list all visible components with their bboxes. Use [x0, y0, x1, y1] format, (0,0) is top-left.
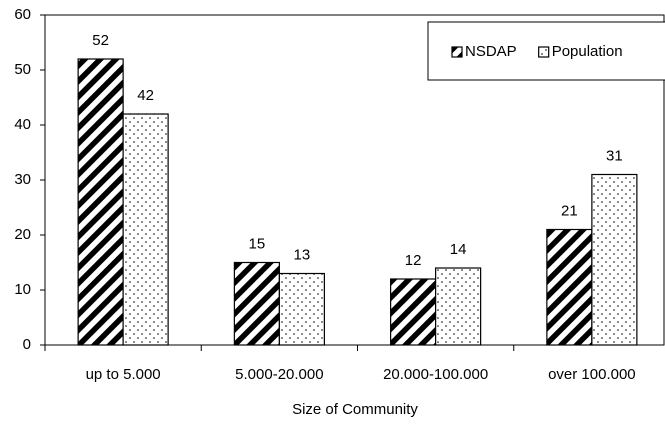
data-label: 31 — [606, 147, 623, 164]
y-tick-label: 30 — [14, 171, 31, 188]
y-tick-label: 10 — [14, 281, 31, 298]
x-tick-label: up to 5.000 — [86, 366, 161, 383]
bar — [122, 113, 169, 346]
bar — [435, 267, 482, 346]
x-axis-label: Size of Community — [292, 401, 418, 418]
bar — [591, 173, 638, 346]
legend-label: NSDAP — [465, 43, 517, 60]
y-tick-label: 50 — [14, 61, 31, 78]
bar — [233, 261, 280, 346]
legend-label: Population — [552, 43, 623, 60]
y-tick-label: 60 — [14, 6, 31, 23]
y-tick-label: 0 — [23, 336, 31, 353]
data-label: 52 — [92, 32, 109, 49]
bar — [77, 58, 124, 346]
bar — [546, 228, 593, 346]
data-label: 15 — [249, 235, 266, 252]
data-label: 13 — [294, 246, 311, 263]
y-tick-label: 40 — [14, 116, 31, 133]
data-label: 14 — [450, 241, 467, 258]
legend-swatch — [538, 46, 550, 58]
x-tick-label: over 100.000 — [548, 366, 636, 383]
data-label: 21 — [561, 202, 578, 219]
x-tick-label: 5.000-20.000 — [235, 366, 323, 383]
bar — [278, 272, 325, 346]
bar — [390, 278, 437, 346]
data-label: 42 — [137, 87, 154, 104]
data-label: 12 — [405, 252, 422, 269]
legend-swatch — [451, 46, 463, 58]
y-tick-label: 20 — [14, 226, 31, 243]
x-tick-label: 20.000-100.000 — [383, 366, 488, 383]
